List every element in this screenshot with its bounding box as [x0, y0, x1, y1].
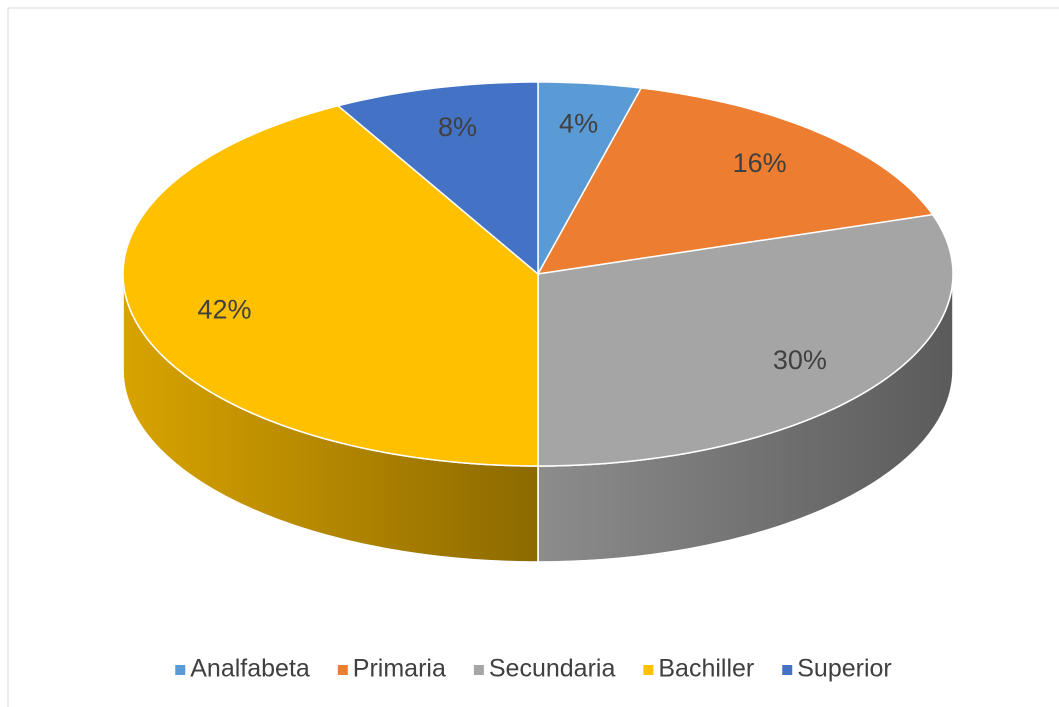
legend-label: Analfabeta — [190, 655, 310, 683]
slice — [536, 87, 935, 275]
slice — [537, 213, 954, 467]
legend-label: Bachiller — [658, 655, 754, 683]
data-label: 4% — [559, 109, 598, 139]
data-label: 8% — [438, 112, 477, 142]
legend-label: Secundaria — [489, 655, 616, 683]
legend-swatch — [175, 665, 186, 675]
data-label: 16% — [733, 148, 787, 178]
slice — [336, 81, 539, 276]
slice — [122, 104, 539, 467]
legend: Analfabeta Primaria Secundaria Bachiller Sup… — [175, 655, 892, 683]
data-label: 30% — [773, 345, 827, 375]
legend-swatch — [643, 665, 654, 675]
legend-label: Primaria — [353, 655, 446, 683]
legend-swatch — [337, 665, 348, 675]
legend-label: Superior — [797, 655, 892, 683]
legend-swatch — [782, 665, 793, 675]
data-label: 42% — [197, 294, 251, 324]
legend-swatch — [473, 665, 484, 675]
